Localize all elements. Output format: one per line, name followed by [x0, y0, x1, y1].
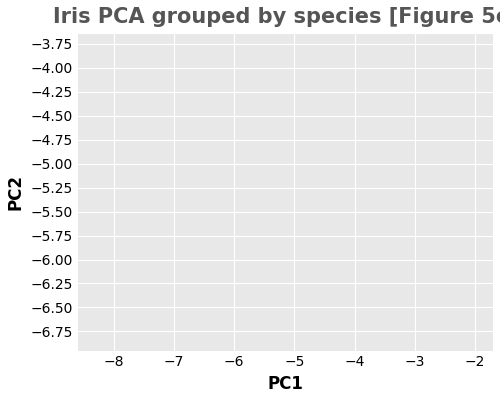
Y-axis label: PC2: PC2 — [7, 174, 25, 210]
X-axis label: PC1: PC1 — [268, 375, 304, 393]
Title: Iris PCA grouped by species [Figure 5c]: Iris PCA grouped by species [Figure 5c] — [53, 7, 500, 27]
